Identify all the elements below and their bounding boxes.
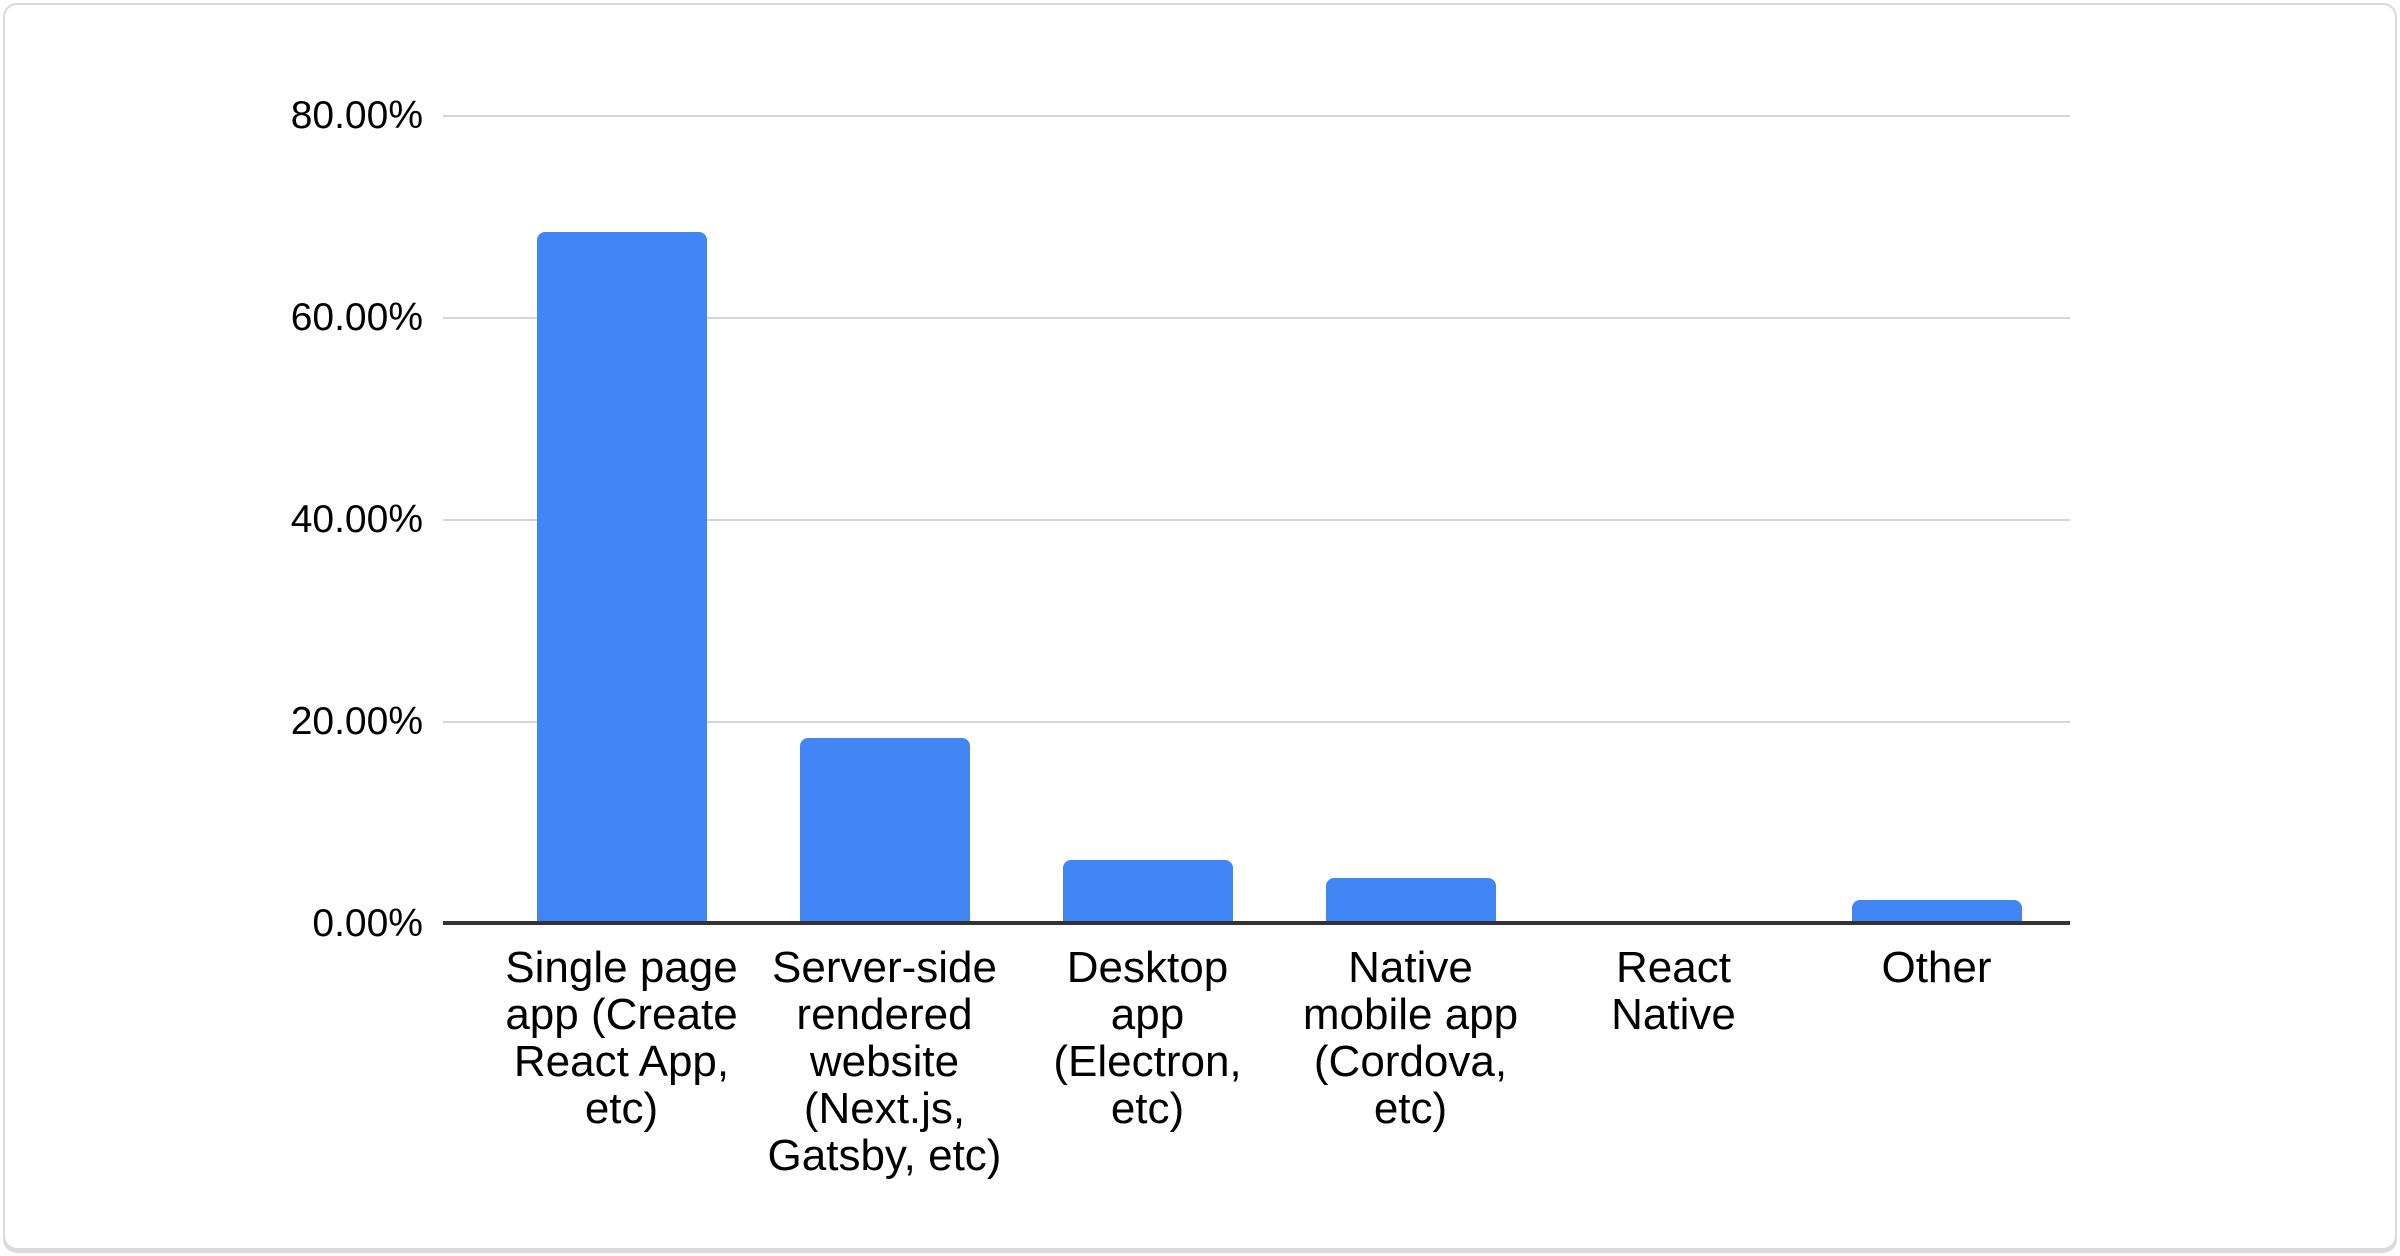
y-tick-label: 40.00% bbox=[290, 498, 423, 541]
chart-card bbox=[3, 3, 2397, 1250]
y-tick-label: 20.00% bbox=[290, 700, 423, 743]
gridline-40 bbox=[443, 519, 2070, 521]
category-label-0: Single page app (Create React App, etc) bbox=[505, 943, 738, 1133]
category-label-4: React Native bbox=[1611, 943, 1736, 1039]
y-tick-label: 0.00% bbox=[312, 902, 423, 945]
bar-0 bbox=[536, 232, 707, 925]
category-label-2: Desktop app (Electron, etc) bbox=[1053, 943, 1242, 1133]
category-label-5: Other bbox=[1881, 943, 1992, 992]
bar-2 bbox=[1062, 860, 1233, 925]
y-tick-label: 60.00% bbox=[290, 296, 423, 339]
bar-1 bbox=[799, 738, 970, 925]
gridline-60 bbox=[443, 317, 2070, 319]
category-label-3: Native mobile app (Cordova, etc) bbox=[1302, 943, 1519, 1133]
bar-5 bbox=[1851, 900, 2022, 925]
bar-3 bbox=[1325, 878, 1496, 925]
gridline-20 bbox=[443, 721, 2070, 723]
gridline-80 bbox=[443, 115, 2070, 117]
category-label-1: Server-side rendered website (Next.js, G… bbox=[767, 943, 1002, 1180]
y-tick-label: 80.00% bbox=[290, 94, 423, 137]
x-axis-line bbox=[443, 921, 2070, 925]
